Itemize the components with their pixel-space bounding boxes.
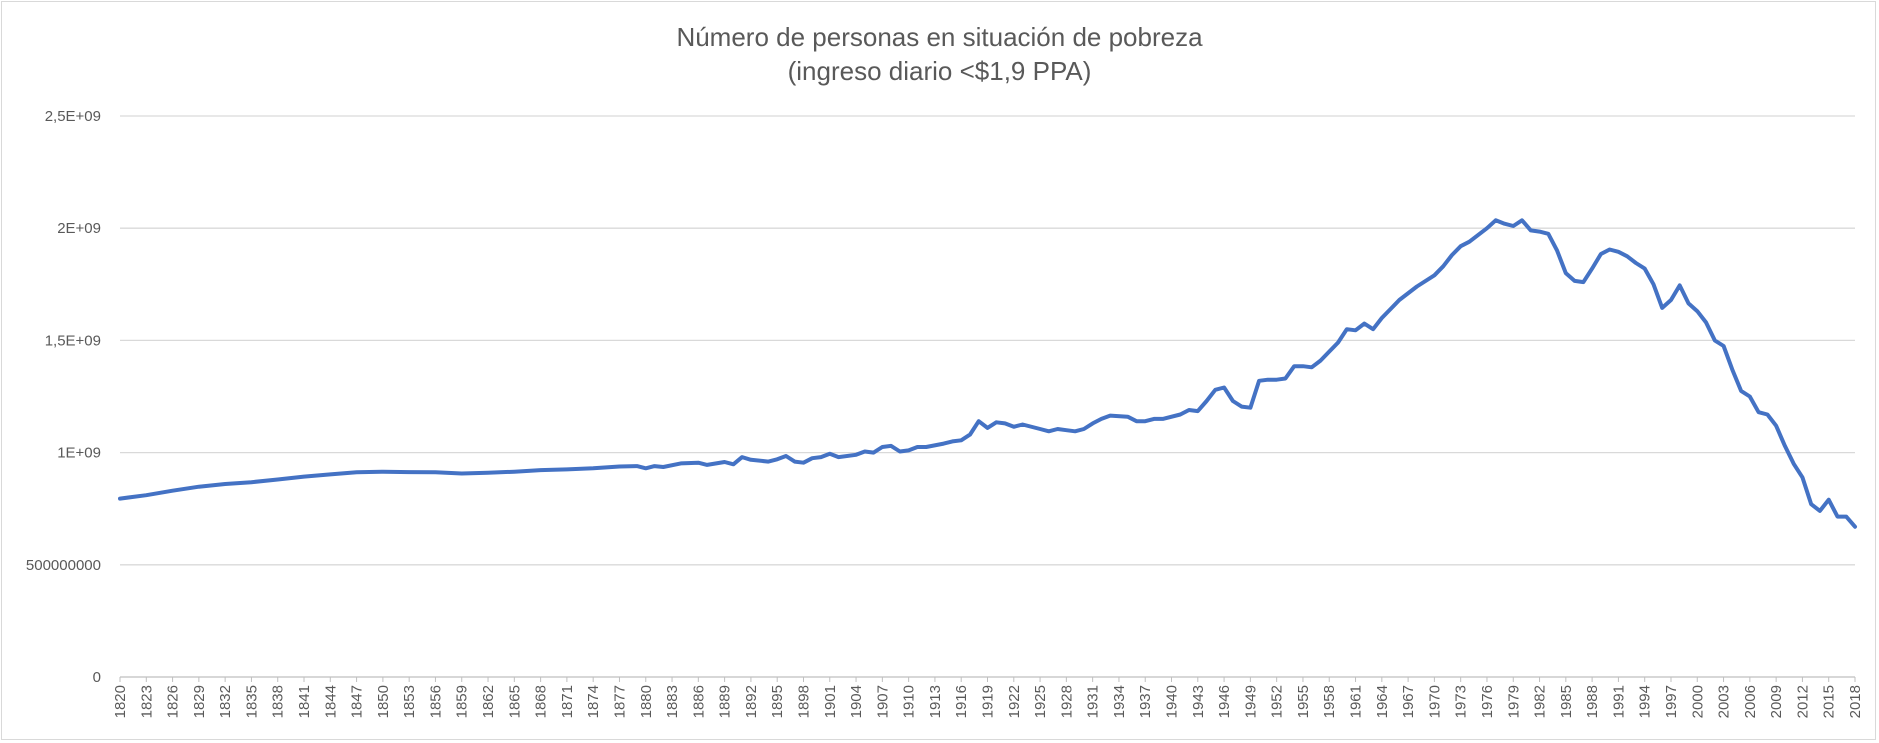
- x-tick-label: 2000: [1689, 685, 1706, 718]
- x-tick-label: 2018: [1847, 685, 1864, 718]
- x-tick-label: 1901: [822, 685, 839, 718]
- y-tick-label: 1E+09: [57, 445, 101, 462]
- x-tick-label: 1862: [480, 685, 497, 718]
- x-tick-label: 1913: [927, 685, 944, 718]
- x-tick-label: 1898: [795, 685, 812, 718]
- x-tick-label: 1823: [138, 685, 155, 718]
- x-tick-label: 1937: [1137, 685, 1154, 718]
- x-tick-label: 1985: [1558, 685, 1575, 718]
- x-tick-label: 1829: [191, 685, 208, 718]
- x-tick-label: 1877: [611, 685, 628, 718]
- x-tick-label: 1967: [1400, 685, 1417, 718]
- x-tick-label: 1940: [1164, 685, 1181, 718]
- x-tick-label: 1946: [1216, 685, 1233, 718]
- y-tick-label: 1,5E+09: [45, 332, 101, 349]
- x-tick-label: 1844: [322, 685, 339, 718]
- x-tick-label: 1988: [1584, 685, 1601, 718]
- x-tick-label: 1853: [401, 685, 418, 718]
- x-tick-label: 1868: [533, 685, 550, 718]
- x-tick-label: 1883: [664, 685, 681, 718]
- x-tick-label: 1850: [375, 685, 392, 718]
- x-tick-label: 1907: [874, 685, 891, 718]
- x-tick-label: 1832: [217, 685, 234, 718]
- x-tick-label: 1931: [1085, 685, 1102, 718]
- x-tick-label: 1928: [1058, 685, 1075, 718]
- x-tick-label: 1961: [1348, 685, 1365, 718]
- x-tick-label: 2009: [1768, 685, 1785, 718]
- chart-subtitle: (ingreso diario <$1,9 PPA): [787, 56, 1092, 86]
- y-axis-ticks: 0 500000000 1E+09 1,5E+09 2E+09 2,5E+09: [26, 108, 101, 686]
- x-tick-label: 1973: [1453, 685, 1470, 718]
- x-tick-label: 1820: [112, 685, 129, 718]
- y-tick-label: 2,5E+09: [45, 108, 101, 125]
- series-line: [118, 218, 1857, 529]
- x-tick-label: 1958: [1321, 685, 1338, 718]
- x-tick-label: 1904: [848, 685, 865, 718]
- x-tick-label: 1943: [1190, 685, 1207, 718]
- x-tick-label: 1886: [690, 685, 707, 718]
- x-tick-label: 1841: [296, 685, 313, 718]
- x-tick-label: 1976: [1479, 685, 1496, 718]
- x-tick-label: 1991: [1610, 685, 1627, 718]
- y-tick-label: 500000000: [26, 557, 101, 574]
- grid-layer: [120, 115, 1855, 678]
- x-tick-label: 1880: [638, 685, 655, 718]
- x-tick-label: 2012: [1794, 685, 1811, 718]
- x-tick-label: 1916: [953, 685, 970, 718]
- x-tick-label: 1964: [1374, 685, 1391, 718]
- x-tick-label: 1859: [454, 685, 471, 718]
- x-tick-label: 1910: [901, 685, 918, 718]
- x-tick-label: 1865: [506, 685, 523, 718]
- chart-title-line1: Número de personas en situación de pobre…: [676, 22, 1203, 52]
- x-tick-label: 1949: [1242, 685, 1259, 718]
- x-tick-label: 1847: [349, 685, 366, 718]
- x-tick-label: 1892: [743, 685, 760, 718]
- x-tick-label: 2006: [1742, 685, 1759, 718]
- x-tick-label: 1874: [585, 685, 602, 718]
- y-tick-label: 2E+09: [57, 220, 101, 237]
- x-tick-label: 1982: [1532, 685, 1549, 718]
- x-axis-ticks: 1820 1823 1826 1829 1832 1835 1838 1841 1844 1847…: [112, 677, 1864, 718]
- x-tick-label: 2015: [1821, 685, 1838, 718]
- x-tick-label: 1835: [243, 685, 260, 718]
- x-tick-label: 1871: [559, 685, 576, 718]
- x-tick-label: 1919: [980, 685, 997, 718]
- x-tick-label: 1922: [1006, 685, 1023, 718]
- x-tick-label: 2003: [1716, 685, 1733, 718]
- y-tick-label: 0: [93, 669, 101, 686]
- x-tick-label: 1952: [1269, 685, 1286, 718]
- x-tick-label: 1934: [1111, 685, 1128, 718]
- chart-title: Número de personas en situación de pobre…: [0, 20, 1879, 88]
- x-tick-label: 1895: [769, 685, 786, 718]
- x-tick-label: 1925: [1032, 685, 1049, 718]
- x-tick-label: 1856: [427, 685, 444, 718]
- x-tick-label: 1838: [270, 685, 287, 718]
- x-tick-label: 1970: [1426, 685, 1443, 718]
- x-tick-label: 1826: [165, 685, 182, 718]
- x-tick-label: 1889: [717, 685, 734, 718]
- x-tick-label: 1979: [1505, 685, 1522, 718]
- x-tick-label: 1997: [1663, 685, 1680, 718]
- x-tick-label: 1955: [1295, 685, 1312, 718]
- x-tick-label: 1994: [1637, 685, 1654, 718]
